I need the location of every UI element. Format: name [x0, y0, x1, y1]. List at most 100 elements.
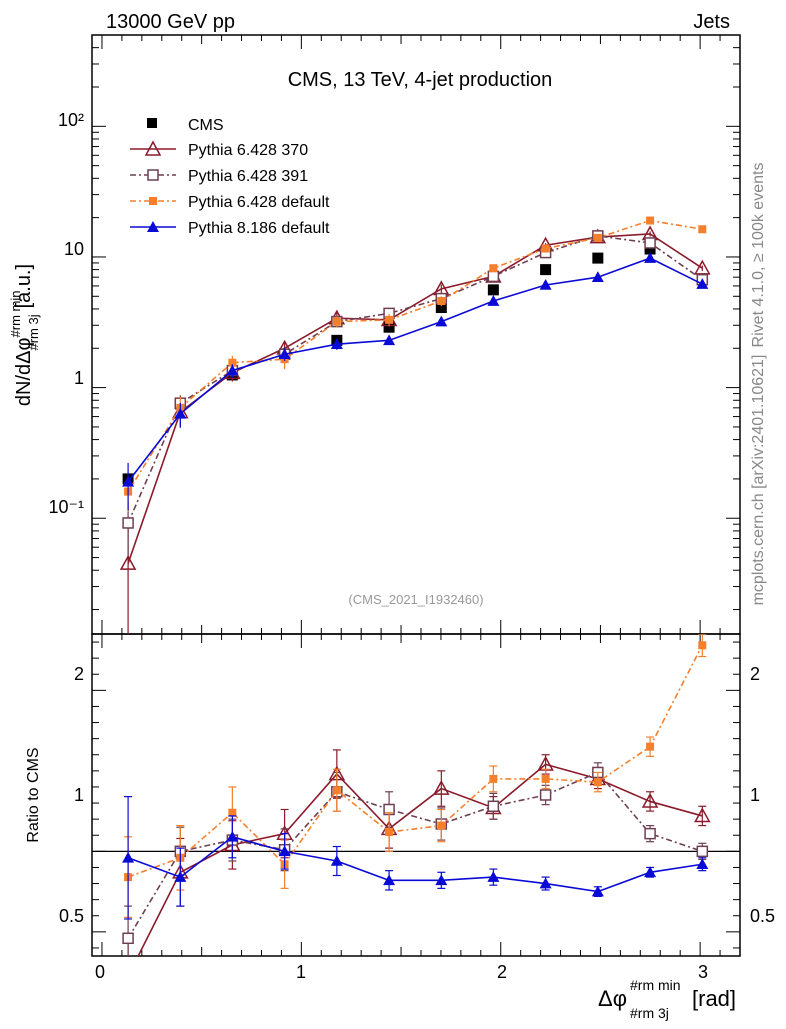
ratio-point-py391 [487, 800, 500, 813]
data-point-cms [644, 243, 656, 255]
data-point-py370 [694, 259, 711, 275]
ratio-tick-label-left: 0.5 [59, 906, 84, 926]
ratio-tick-label-left: 2 [74, 664, 84, 684]
data-point-pydefault [385, 315, 394, 324]
axes-frames [91, 34, 741, 957]
data-point-py8 [539, 279, 552, 290]
data-point-py8 [487, 295, 500, 306]
ratio-point-py391 [122, 932, 134, 945]
data-series [119, 216, 711, 956]
legend-entry-py370: Pythia 6.428 370 [130, 140, 308, 159]
legend-label-cms: CMS [188, 117, 224, 134]
x-tick-label: 0 [95, 962, 105, 982]
main-plot-area [119, 216, 711, 634]
ratio-plot-area [122, 634, 711, 956]
series-py8 [122, 252, 709, 511]
ratio-point-py8 [226, 830, 239, 842]
data-point-py8 [330, 338, 343, 349]
x-axis-label-main: Δφ [598, 986, 627, 1011]
data-point-py391 [122, 517, 134, 529]
legend-entry-pydefault: Pythia 6.428 default [130, 194, 330, 211]
ratio-point-py8 [644, 866, 657, 878]
ratio-point-pydefault [228, 808, 237, 817]
data-point-pydefault [698, 225, 707, 234]
ratio-point-py391 [696, 845, 709, 858]
x-axis-label: Δφ #rm min #rm 3j [rad] [598, 977, 736, 1021]
ratio-point-pydefault [646, 742, 655, 751]
series-py370 [119, 225, 711, 634]
data-point-pydefault [437, 297, 446, 306]
data-point-py391 [487, 270, 500, 283]
ratio-tick-label-right: 2 [750, 664, 760, 684]
x-axis-label-unit: [rad] [692, 986, 736, 1011]
data-point-pydefault [541, 244, 550, 253]
ratio-axis-label: Ratio to CMS [25, 747, 42, 842]
legend-label-py8: Pythia 8.186 default [188, 220, 330, 237]
ratio-series-py8 [122, 796, 709, 920]
y-axis-label-sup: #rm min [8, 291, 23, 338]
ratio-point-py370 [433, 780, 450, 795]
ratio-point-py8 [278, 845, 291, 857]
x-axis-label-sup: #rm min [630, 977, 681, 993]
ratio-tick-label-right: 0.5 [750, 906, 775, 926]
data-point-cms [435, 302, 447, 314]
ratio-point-py8 [487, 871, 500, 882]
y-tick-label: 10² [58, 110, 84, 130]
data-point-py8 [226, 364, 239, 376]
data-point-py8 [591, 271, 604, 282]
legend-marker-pydefault [149, 197, 157, 205]
svg-text:dN/dΔφ#rm min#rm 3j[a.u.]: dN/dΔφ#rm min #rm 3j [a.u.] [8, 264, 41, 406]
x-tick-label: 3 [698, 962, 708, 982]
ratio-line-pydefault [127, 644, 704, 878]
data-point-pydefault [593, 233, 602, 242]
mcplots-reference-label: mcplots.cern.ch [arXiv:2401.10621] [750, 355, 767, 606]
ratio-series-pydefault [124, 634, 707, 918]
ratio-point-py8 [539, 877, 552, 889]
ratio-point-pydefault [541, 774, 550, 783]
x-axis-label-sub: #rm 3j [630, 1005, 669, 1021]
series-line-py8 [127, 257, 703, 483]
y-axis-label-main: dN/dΔφ [13, 337, 35, 406]
data-point-cms [487, 284, 499, 296]
legend-label-py391: Pythia 6.428 391 [188, 168, 308, 185]
ratio-line-py391 [127, 771, 703, 939]
ratio-point-py8 [435, 874, 448, 886]
ratio-point-pydefault [437, 821, 446, 830]
series-line-py391 [127, 235, 703, 524]
data-point-cms [383, 321, 395, 333]
legend-entry-cms: CMS [147, 117, 224, 134]
legend: CMS Pythia 6.428 370 Pythia 6.428 391 Py… [130, 117, 330, 237]
ratio-series-py391 [122, 762, 709, 956]
data-point-pydefault [332, 317, 341, 326]
analysis-id: (CMS_2021_I1932460) [348, 592, 483, 607]
legend-label-pydefault: Pythia 6.428 default [188, 194, 330, 211]
series-pydefault [124, 216, 707, 512]
data-point-pydefault [489, 264, 498, 273]
y-axis-label: dN/dΔφ#rm min #rm 3j [a.u.] [8, 264, 41, 406]
chart-title: CMS, 13 TeV, 4-jet production [288, 69, 553, 91]
data-point-pydefault [228, 358, 237, 367]
y-tick-labels: 10⁻¹ 1 10 10² [48, 110, 84, 517]
data-point-py8 [278, 348, 291, 360]
data-point-py8 [435, 315, 448, 327]
data-point-cms [592, 252, 604, 264]
legend-entry-py391: Pythia 6.428 391 [130, 168, 308, 185]
header-left: 13000 GeV pp [106, 11, 235, 33]
x-tick-label: 1 [296, 962, 306, 982]
y-axis-label-unit: [a.u.] [13, 264, 35, 308]
x-tick-label: 2 [497, 962, 507, 982]
series-py391 [122, 230, 709, 556]
legend-marker-cms [147, 118, 157, 128]
ratio-plot-frame [91, 633, 741, 957]
legend-entry-py8: Pythia 8.186 default [130, 220, 330, 237]
y-tick-label: 1 [74, 368, 84, 388]
data-point-cms [540, 264, 552, 276]
ratio-point-pydefault [698, 641, 707, 650]
ratio-point-py370 [641, 792, 659, 808]
series-line-py370 [127, 233, 703, 564]
data-point-py8 [644, 252, 657, 263]
ratio-point-py391 [644, 827, 656, 840]
ratio-point-py391 [539, 789, 552, 801]
ratio-tick-labels: 0.5 1 2 0.5 1 2 [59, 664, 775, 926]
